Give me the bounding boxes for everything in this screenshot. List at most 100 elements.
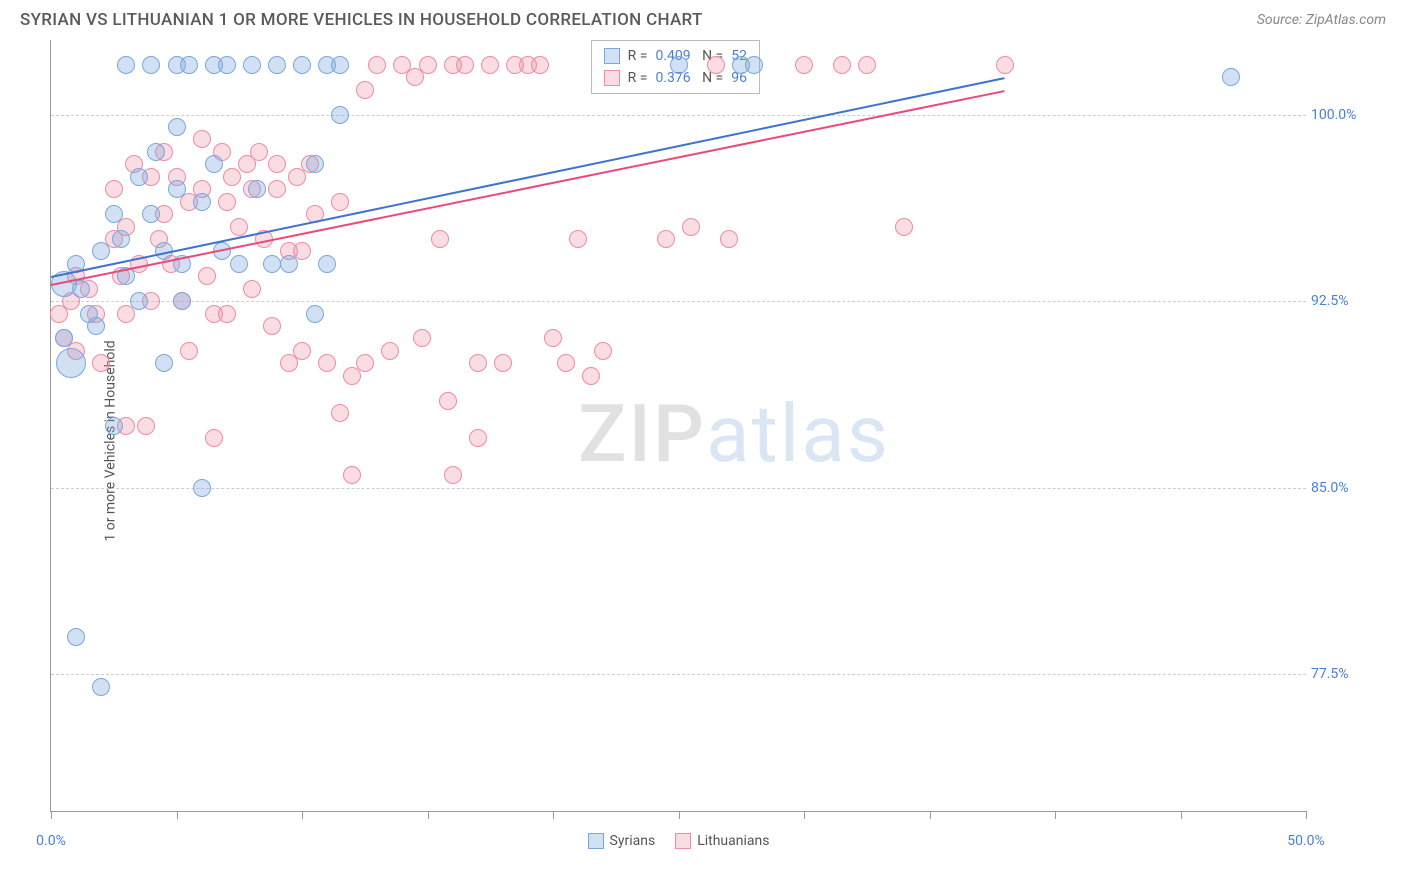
point-lithuanians: [198, 267, 216, 285]
chart-source: Source: ZipAtlas.com: [1257, 12, 1386, 28]
point-syrians: [243, 56, 261, 74]
series-legend: Syrians Lithuanians: [588, 833, 770, 849]
swatch-lithuanians: [604, 70, 620, 86]
point-syrians: [105, 205, 123, 223]
point-syrians: [180, 56, 198, 74]
point-lithuanians: [243, 280, 261, 298]
gridline: [51, 301, 1306, 302]
point-syrians: [318, 255, 336, 273]
point-lithuanians: [833, 56, 851, 74]
point-lithuanians: [250, 143, 268, 161]
point-lithuanians: [92, 354, 110, 372]
xtick: [51, 811, 52, 819]
point-syrians: [92, 678, 110, 696]
point-lithuanians: [456, 56, 474, 74]
point-syrians: [147, 143, 165, 161]
point-lithuanians: [531, 56, 549, 74]
point-syrians: [193, 479, 211, 497]
legend-label-lithuanians: Lithuanians: [697, 833, 769, 849]
point-lithuanians: [205, 429, 223, 447]
legend-swatch-lithuanians: [675, 833, 691, 849]
xtick: [302, 811, 303, 819]
point-lithuanians: [594, 342, 612, 360]
point-syrians: [117, 56, 135, 74]
point-lithuanians: [657, 230, 675, 248]
point-syrians: [55, 329, 73, 347]
swatch-syrians: [604, 48, 620, 64]
point-lithuanians: [469, 429, 487, 447]
point-lithuanians: [707, 56, 725, 74]
point-syrians: [268, 56, 286, 74]
point-syrians: [92, 242, 110, 260]
point-syrians: [87, 317, 105, 335]
point-syrians: [112, 230, 130, 248]
point-syrians: [168, 180, 186, 198]
point-lithuanians: [996, 56, 1014, 74]
xtick: [1306, 811, 1307, 819]
point-syrians: [142, 56, 160, 74]
watermark: ZIPatlas: [578, 387, 890, 481]
point-lithuanians: [569, 230, 587, 248]
point-syrians: [331, 56, 349, 74]
point-lithuanians: [331, 193, 349, 211]
point-lithuanians: [381, 342, 399, 360]
point-lithuanians: [193, 130, 211, 148]
point-lithuanians: [682, 218, 700, 236]
watermark-zip: ZIP: [578, 387, 706, 481]
ytick-label: 77.5%: [1311, 666, 1381, 682]
point-lithuanians: [137, 417, 155, 435]
chart-header: SYRIAN VS LITHUANIAN 1 OR MORE VEHICLES …: [0, 0, 1406, 36]
legend-item-lithuanians: Lithuanians: [675, 833, 769, 849]
xtick: [428, 811, 429, 819]
ytick-label: 100.0%: [1311, 107, 1381, 123]
point-lithuanians: [419, 56, 437, 74]
point-syrians: [306, 305, 324, 323]
point-lithuanians: [481, 56, 499, 74]
xtick-label: 0.0%: [36, 833, 66, 849]
point-lithuanians: [795, 56, 813, 74]
legend-label-syrians: Syrians: [610, 833, 656, 849]
point-lithuanians: [343, 466, 361, 484]
point-syrians: [205, 155, 223, 173]
point-syrians: [745, 56, 763, 74]
point-lithuanians: [469, 354, 487, 372]
point-lithuanians: [439, 392, 457, 410]
xtick-label: 50.0%: [1287, 833, 1325, 849]
xtick: [1181, 811, 1182, 819]
point-syrians: [168, 118, 186, 136]
chart-title: SYRIAN VS LITHUANIAN 1 OR MORE VEHICLES …: [20, 10, 703, 30]
point-lithuanians: [268, 180, 286, 198]
point-lithuanians: [223, 168, 241, 186]
point-lithuanians: [293, 342, 311, 360]
point-lithuanians: [180, 342, 198, 360]
point-syrians: [130, 292, 148, 310]
point-lithuanians: [105, 180, 123, 198]
trend-line: [51, 77, 1005, 278]
xtick: [553, 811, 554, 819]
point-lithuanians: [858, 56, 876, 74]
point-syrians: [293, 56, 311, 74]
point-syrians: [173, 292, 191, 310]
plot-area: ZIPatlas R = 0.409 N = 52 R = 0.376 N = …: [50, 40, 1306, 812]
point-syrians: [280, 255, 298, 273]
point-syrians: [142, 205, 160, 223]
point-lithuanians: [218, 193, 236, 211]
xtick: [930, 811, 931, 819]
point-syrians: [72, 280, 90, 298]
point-syrians: [306, 155, 324, 173]
gridline: [51, 115, 1306, 116]
point-syrians: [1222, 68, 1240, 86]
point-lithuanians: [895, 218, 913, 236]
point-lithuanians: [218, 305, 236, 323]
point-syrians: [67, 628, 85, 646]
legend-item-syrians: Syrians: [588, 833, 656, 849]
ytick-label: 92.5%: [1311, 293, 1381, 309]
point-lithuanians: [268, 155, 286, 173]
point-lithuanians: [582, 367, 600, 385]
point-lithuanians: [368, 56, 386, 74]
point-lithuanians: [263, 317, 281, 335]
point-syrians: [56, 348, 86, 378]
point-lithuanians: [356, 354, 374, 372]
xtick: [804, 811, 805, 819]
point-lithuanians: [544, 329, 562, 347]
